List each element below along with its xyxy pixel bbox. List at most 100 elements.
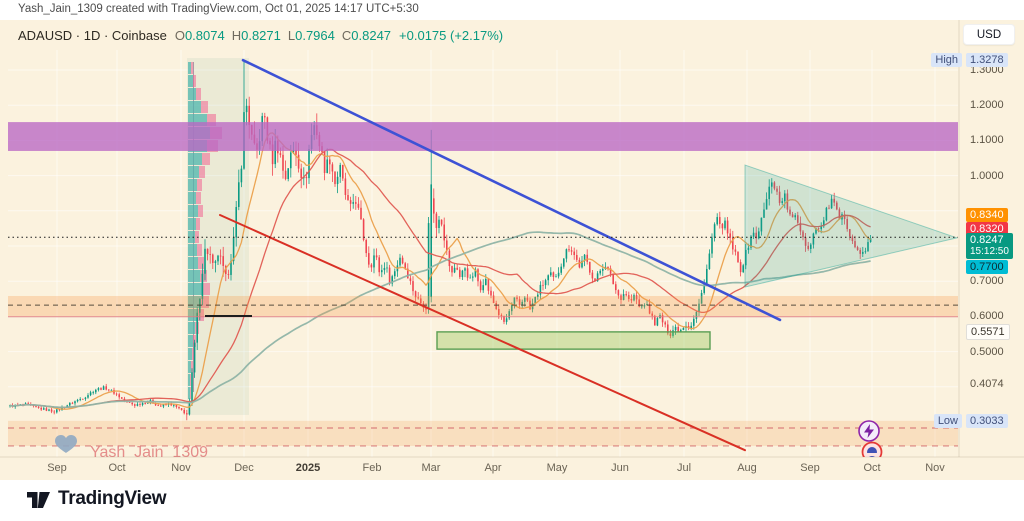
ohlc-values: O0.8074 H0.8271 L0.7964 C0.8247 [175,28,391,43]
candle-body [859,249,861,254]
candle-body [144,403,146,404]
candle-body [703,283,705,293]
candle-body [440,219,443,225]
candle-body [651,313,653,316]
volume-profile-bar-sell [191,361,193,373]
candle-body [620,295,622,300]
candle-body [682,327,685,330]
purple-resistance-zone[interactable] [8,122,958,151]
blue-downtrend-line[interactable] [241,58,782,322]
candle-body [664,322,666,325]
candle-body [459,269,461,278]
candle-body [849,229,851,237]
candle-body [513,297,516,304]
candle-body [212,254,214,263]
lightning-badge[interactable] [858,420,880,442]
volume-profile-bar-buy [188,205,198,217]
time-label-2025: 2025 [295,462,321,474]
candle-body [851,236,854,242]
candle-body [472,276,474,278]
orange-support-zone[interactable] [8,295,958,317]
candle-body [560,266,562,273]
candle-body [108,389,110,391]
ohlc-pair: C0.8247 [341,28,392,43]
candle-body [739,262,742,273]
candle-body [56,409,58,413]
candlestick-chart[interactable]: Yash_Jain_1309 [0,20,1024,480]
candle-body [110,389,113,391]
candle-body [625,294,627,296]
candle-body [797,215,799,223]
candle-body [305,176,308,179]
candle-body [568,249,570,251]
emoji-badge[interactable] [861,441,883,462]
candle-body [690,325,692,329]
high-price-label[interactable]: 1.3278 [966,53,1008,68]
candle-body [589,261,591,273]
volume-profile-bar-buy [188,348,192,360]
candle-body [768,186,770,200]
candle-body [401,257,404,264]
red-downtrend-line[interactable] [219,214,746,452]
volume-profile-bar-buy [188,153,202,165]
candle-body [602,268,604,271]
low-word-label: Low [933,413,962,428]
candle-body [74,401,76,404]
volume-profile-bar-sell [190,387,191,399]
candle-body [245,105,248,113]
volume-profile-bar-sell [193,75,196,87]
price-axis[interactable]: 1.3000 1.2000 1.1000 1.0000 0.7000 0.6000 0.50… [931,20,1024,460]
candle-body [297,154,300,169]
volume-profile-bar-sell [198,309,204,321]
candle-body [680,329,682,332]
ma-mid-red [9,148,871,408]
plot-area[interactable]: Yash_Jain_1309 [8,50,958,462]
candle-body [737,251,739,263]
candle-body [654,315,656,326]
candle-body [586,254,588,262]
alert-level-cyan[interactable]: 0.7700 [966,260,1008,274]
candle-body [836,202,838,210]
alert-level-orange[interactable]: 0.8340 [966,208,1008,222]
last-price-label[interactable]: 0.8247 15:12:50 [966,233,1013,259]
alert-level-red[interactable]: 0.8320 [966,222,1008,236]
volume-profile-bar-sell [190,374,191,386]
ohlc-pair: L0.7964 [287,28,335,43]
candle-body [191,372,193,403]
pennant-triangle[interactable] [744,164,958,288]
green-support-box[interactable] [436,331,711,350]
time-label-nov: Nov [171,462,191,474]
candle-body [721,223,724,229]
candle-body [131,402,133,405]
low-price-label[interactable]: 0.3033 [966,413,1008,428]
candle-body [557,272,560,277]
candle-body [134,404,136,406]
ohlc-pair: O0.8074 [174,28,225,43]
candle-body [362,219,365,240]
currency-button[interactable]: USD [963,24,1015,45]
candle-body [622,294,625,300]
candle-body [334,171,336,185]
box-top-price-label[interactable]: 0.5571 [966,323,1010,340]
tradingview-logo[interactable]: TradingView [26,488,167,510]
candle-body [760,217,763,232]
candle-body [823,220,825,227]
candle-body [474,269,477,277]
lower-support-zone[interactable] [8,420,958,446]
candle-body [92,392,94,394]
time-axis[interactable]: Sep Oct Nov Dec 2025 Feb Mar Apr May Jun Jul Aug Sep… [0,457,958,480]
candle-body [505,318,508,322]
candle-body [734,249,737,252]
candle-body [724,220,726,229]
candle-body [487,278,490,291]
candle-body [58,409,61,411]
candle-body [284,170,287,180]
symbol-title[interactable]: ADAUSD · 1D · Coinbase [18,28,167,43]
candle-body [518,299,521,305]
candle-body [856,247,859,250]
candle-body [456,267,458,270]
candle-body [331,164,334,172]
candle-body [326,159,328,173]
volume-profile-bar-sell [207,114,216,126]
candle-body [342,164,344,179]
